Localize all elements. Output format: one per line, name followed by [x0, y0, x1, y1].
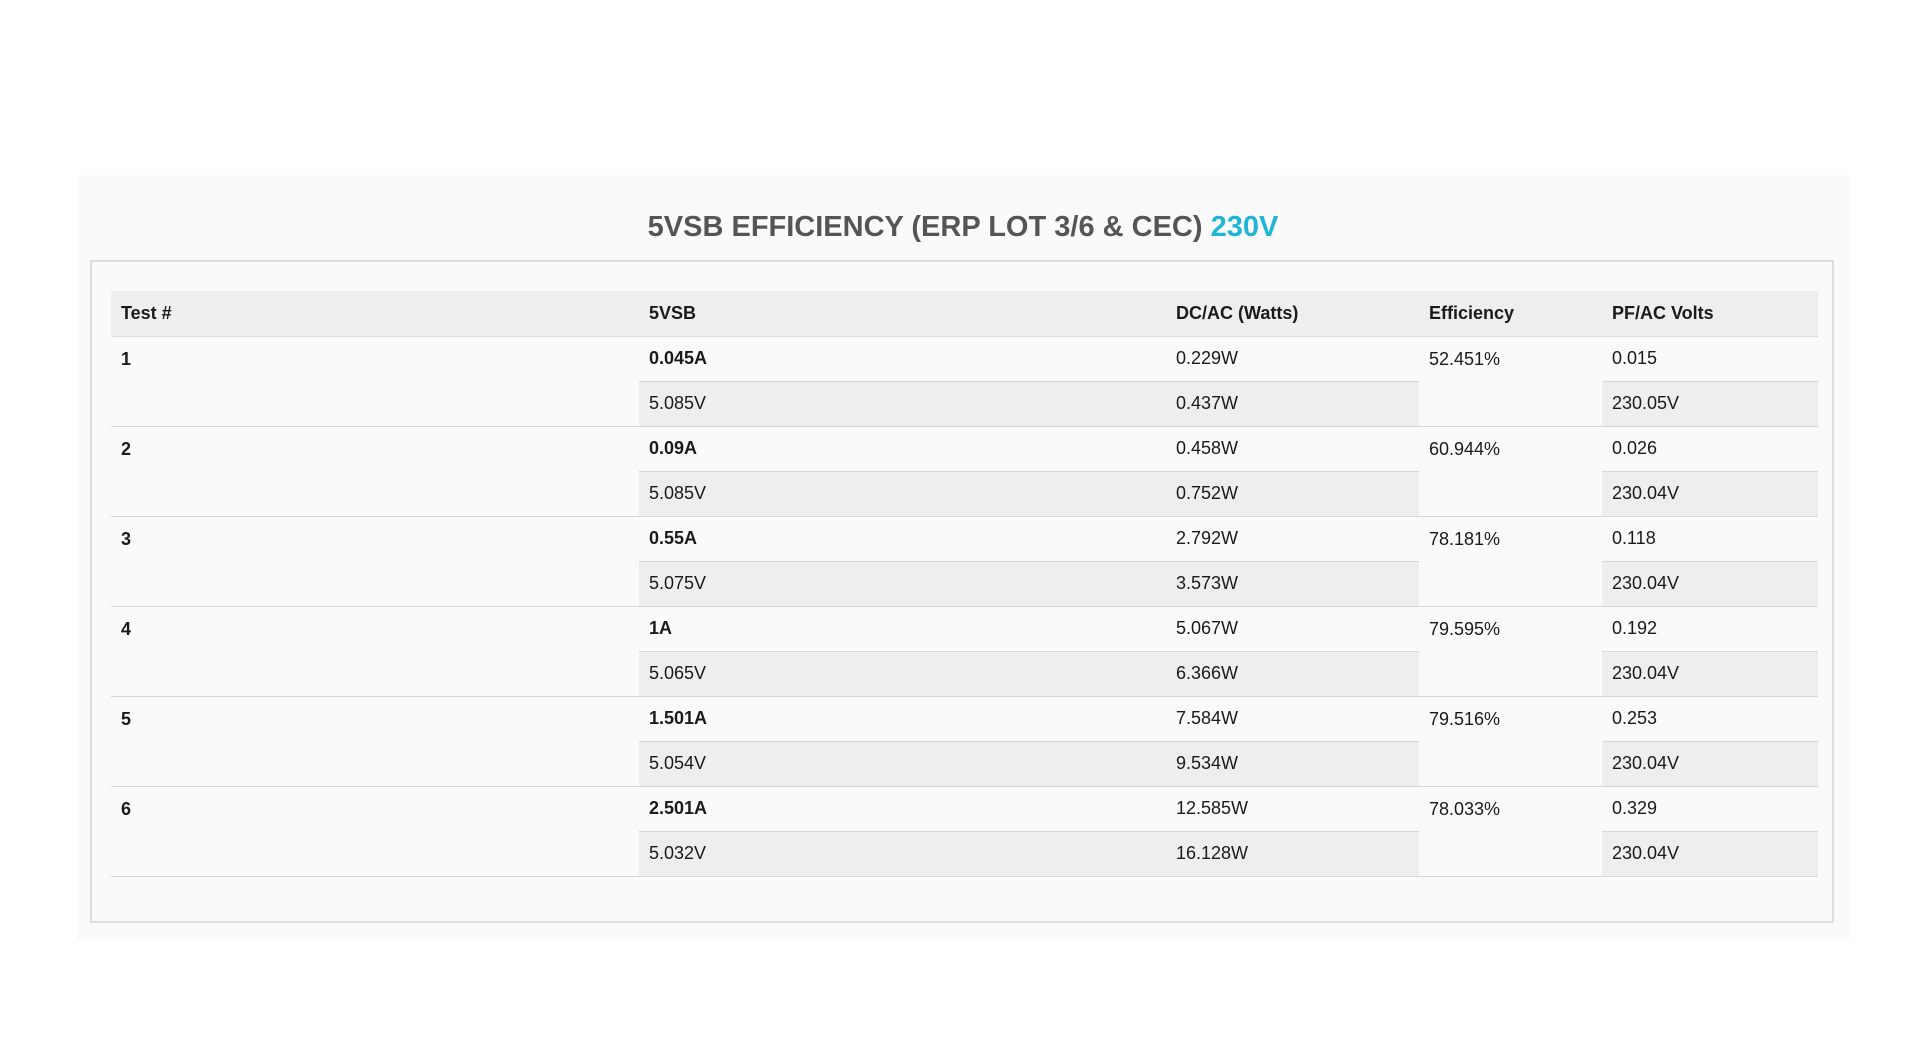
cell-volts: 5.065V — [639, 651, 1166, 697]
header-dc-ac: DC/AC (Watts) — [1166, 291, 1419, 337]
cell-ac-watts: 0.437W — [1166, 381, 1419, 427]
cell-dc-watts: 2.792W — [1166, 516, 1419, 562]
table-row: 2 0.09A 0.458W 60.944% 0.026 — [111, 426, 1818, 517]
cell-volts: 5.032V — [639, 831, 1166, 877]
cell-test-number: 2 — [111, 426, 639, 517]
header-efficiency: Efficiency — [1419, 291, 1602, 337]
cell-dc-watts: 0.458W — [1166, 426, 1419, 472]
cell-power-factor: 0.253 — [1602, 696, 1818, 742]
cell-amps: 2.501A — [639, 786, 1166, 832]
cell-power-factor: 0.192 — [1602, 606, 1818, 652]
table-row: 5.054V 9.534W 230.04V — [111, 741, 1818, 787]
header-row: Test # 5VSB DC/AC (Watts) Efficiency PF/… — [111, 291, 1818, 337]
cell-volts: 5.075V — [639, 561, 1166, 607]
cell-power-factor: 0.118 — [1602, 516, 1818, 562]
cell-dc-watts: 12.585W — [1166, 786, 1419, 832]
chart-title-accent: 230V — [1210, 211, 1279, 243]
cell-ac-volts: 230.04V — [1602, 831, 1818, 877]
efficiency-table: Test # 5VSB DC/AC (Watts) Efficiency PF/… — [111, 291, 1818, 877]
cell-efficiency: 79.595% — [1419, 606, 1602, 697]
cell-test-number: 5 — [111, 696, 639, 787]
cell-test-number: 1 — [111, 336, 639, 427]
cell-volts: 5.054V — [639, 741, 1166, 787]
table-body: 1 0.045A 0.229W 52.451% 0.015 5.085V 0.437W 230… — [111, 336, 1818, 877]
table-row: 5.075V 3.573W 230.04V — [111, 561, 1818, 607]
cell-test-number: 4 — [111, 606, 639, 697]
header-5vsb: 5VSB — [639, 291, 1166, 337]
table-row: 3 0.55A 2.792W 78.181% 0.118 — [111, 516, 1818, 607]
cell-dc-watts: 5.067W — [1166, 606, 1419, 652]
table-frame: Test # 5VSB DC/AC (Watts) Efficiency PF/… — [90, 260, 1834, 923]
cell-volts: 5.085V — [639, 381, 1166, 427]
cell-amps: 1A — [639, 606, 1166, 652]
cell-volts: 5.085V — [639, 471, 1166, 517]
chart-title: 5VSB EFFICIENCY (ERP LOT 3/6 & CEC) 230V — [77, 211, 1849, 244]
table-row: 1 0.045A 0.229W 52.451% 0.015 — [111, 336, 1818, 427]
cell-efficiency: 52.451% — [1419, 336, 1602, 427]
cell-ac-volts: 230.04V — [1602, 651, 1818, 697]
cell-ac-volts: 230.04V — [1602, 741, 1818, 787]
cell-ac-watts: 6.366W — [1166, 651, 1419, 697]
cell-ac-watts: 3.573W — [1166, 561, 1419, 607]
table-row: 5.085V 0.437W 230.05V — [111, 381, 1818, 427]
chart-title-main: 5VSB EFFICIENCY (ERP LOT 3/6 & CEC) — [647, 211, 1203, 243]
header-test: Test # — [111, 291, 639, 337]
cell-ac-watts: 9.534W — [1166, 741, 1419, 787]
cell-efficiency: 78.181% — [1419, 516, 1602, 607]
cell-ac-volts: 230.04V — [1602, 561, 1818, 607]
cell-dc-watts: 7.584W — [1166, 696, 1419, 742]
table-row: 5.085V 0.752W 230.04V — [111, 471, 1818, 517]
cell-amps: 0.55A — [639, 516, 1166, 562]
cell-power-factor: 0.329 — [1602, 786, 1818, 832]
cell-test-number: 6 — [111, 786, 639, 877]
table-row: 5.065V 6.366W 230.04V — [111, 651, 1818, 697]
cell-efficiency: 60.944% — [1419, 426, 1602, 517]
table-row: 6 2.501A 12.585W 78.033% 0.329 — [111, 786, 1818, 877]
cell-efficiency: 79.516% — [1419, 696, 1602, 787]
table-row: 5.032V 16.128W 230.04V — [111, 831, 1818, 877]
cell-ac-watts: 0.752W — [1166, 471, 1419, 517]
cell-test-number: 3 — [111, 516, 639, 607]
cell-amps: 1.501A — [639, 696, 1166, 742]
cell-ac-volts: 230.04V — [1602, 471, 1818, 517]
chart-panel: 5VSB EFFICIENCY (ERP LOT 3/6 & CEC) 230V… — [77, 175, 1849, 940]
cell-power-factor: 0.015 — [1602, 336, 1818, 382]
cell-amps: 0.045A — [639, 336, 1166, 382]
table-row: 4 1A 5.067W 79.595% 0.192 — [111, 606, 1818, 697]
cell-amps: 0.09A — [639, 426, 1166, 472]
table-row: 5 1.501A 7.584W 79.516% 0.253 — [111, 696, 1818, 787]
header-pf-ac-volts: PF/AC Volts — [1602, 291, 1818, 337]
cell-dc-watts: 0.229W — [1166, 336, 1419, 382]
cell-efficiency: 78.033% — [1419, 786, 1602, 877]
cell-ac-volts: 230.05V — [1602, 381, 1818, 427]
cell-power-factor: 0.026 — [1602, 426, 1818, 472]
cell-ac-watts: 16.128W — [1166, 831, 1419, 877]
